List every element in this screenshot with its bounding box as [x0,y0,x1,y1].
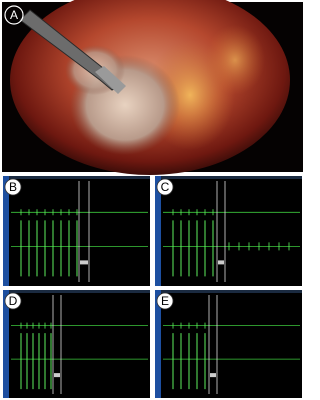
header-strip [9,176,150,179]
panel-a: A [2,0,303,175]
label-circle [156,292,174,310]
probe-tip [95,66,126,94]
panel-label: A [10,8,18,22]
label-circle [4,5,24,25]
side-strip [155,290,161,398]
cursor-readout [54,373,60,378]
header-strip [161,176,302,179]
label-circle [4,292,22,310]
panel-label: D [9,294,18,308]
cursor-readout [210,373,216,378]
header-strip [9,290,150,293]
cursor-readout [218,260,224,265]
panel-label: E [161,294,169,308]
side-strip [155,176,161,286]
panel-label: B [9,180,17,194]
panel-background [3,290,150,398]
side-strip [3,176,9,286]
header-strip [161,290,302,293]
panel-background [155,290,302,398]
trace-panel: E [155,290,302,398]
panel-background [155,176,302,286]
fat-tissue [205,25,265,95]
side-strip [3,290,9,398]
trace-panels: B C D E [3,176,302,398]
label-circle [4,178,22,196]
label-circle [156,178,174,196]
trace-panel: D [3,290,150,398]
cursor-readout [80,260,88,265]
trace-panel: C [155,176,302,286]
panel-label: C [161,180,170,194]
trace-panel: B [3,176,150,286]
figure: A B C D E [2,0,303,398]
